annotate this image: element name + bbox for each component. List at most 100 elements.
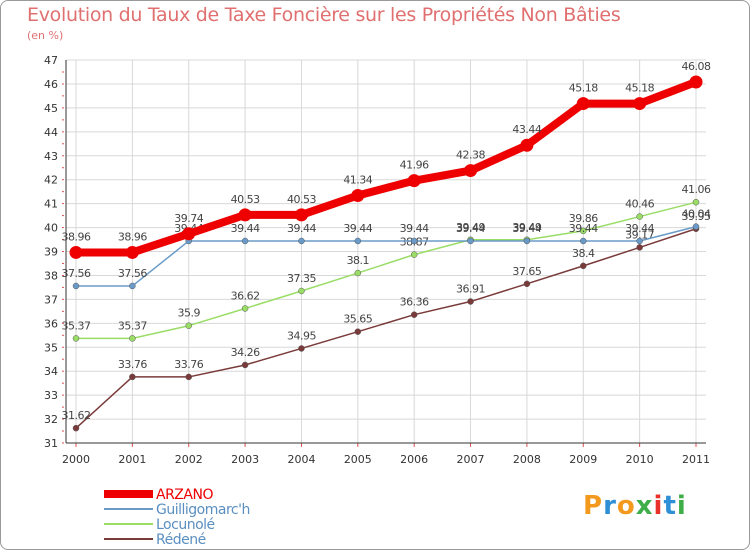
legend-label: Rédené — [156, 532, 206, 548]
data-point — [636, 213, 643, 220]
logo-letter: P — [583, 491, 604, 521]
data-point — [185, 322, 192, 329]
data-label: 39.44 — [456, 222, 485, 235]
data-label: 38.4 — [572, 247, 595, 260]
y-tick-label: 45 — [44, 102, 58, 115]
data-label: 34.26 — [231, 346, 260, 359]
data-point — [523, 280, 531, 288]
data-label: 36.91 — [456, 283, 485, 296]
x-tick-label: 2003 — [231, 453, 259, 466]
data-point — [125, 245, 139, 259]
data-label: 33.76 — [118, 358, 147, 371]
proxiti-logo: Proxiti — [583, 491, 687, 521]
data-point — [636, 237, 643, 245]
logo-letter: i — [676, 491, 687, 521]
data-label: 40.53 — [231, 193, 260, 206]
data-point — [354, 269, 362, 277]
data-point — [407, 174, 421, 188]
data-label: 41.06 — [682, 183, 711, 196]
data-label: 45.18 — [569, 82, 598, 95]
data-point — [636, 244, 643, 251]
y-tick-label: 32 — [44, 413, 58, 426]
x-tick-label: 2007 — [457, 453, 485, 466]
data-point — [580, 227, 587, 235]
data-point — [241, 237, 249, 245]
data-point — [410, 311, 418, 318]
y-tick-label: 40 — [44, 222, 58, 235]
data-point — [692, 198, 700, 206]
legend-label: Guilligomarc'h — [156, 502, 250, 518]
data-label: 36.62 — [231, 289, 260, 302]
data-label: 39.44 — [287, 222, 316, 235]
x-tick-label: 2005 — [344, 453, 372, 466]
data-label: 39.44 — [625, 222, 654, 235]
data-point — [520, 138, 534, 152]
x-tick-label: 2006 — [400, 453, 428, 466]
data-point — [129, 282, 136, 290]
data-point — [692, 223, 700, 230]
logo-letter: t — [663, 491, 677, 521]
data-label: 37.65 — [512, 265, 541, 278]
data-label: 46.08 — [682, 60, 711, 73]
data-point — [129, 335, 136, 342]
data-label: 39.44 — [512, 222, 541, 235]
x-tick-label: 2002 — [175, 453, 203, 466]
data-point — [410, 251, 418, 258]
x-tick-label: 2011 — [682, 453, 710, 466]
y-tick-label: 36 — [44, 317, 58, 330]
data-point — [129, 373, 136, 381]
data-label: 38.96 — [118, 230, 147, 243]
data-label: 36.36 — [400, 296, 429, 309]
logo-letter: r — [603, 491, 617, 521]
y-tick-label: 39 — [44, 246, 58, 259]
y-tick-label: 38 — [44, 269, 58, 282]
data-point — [294, 208, 308, 222]
data-label: 39.44 — [231, 222, 260, 235]
data-label: 35.65 — [343, 313, 372, 326]
series-line-locunol — [76, 201, 697, 340]
x-tick-label: 2004 — [287, 453, 315, 466]
y-tick-label: 43 — [44, 150, 58, 163]
data-label: 35.9 — [177, 307, 200, 320]
data-label: 45.18 — [625, 82, 654, 95]
data-point — [464, 164, 478, 178]
y-tick-label: 33 — [44, 389, 58, 402]
data-point — [298, 287, 305, 295]
y-tick-label: 41 — [44, 198, 58, 211]
data-point — [633, 97, 647, 111]
data-label: 38.1 — [347, 254, 370, 267]
data-point — [580, 262, 587, 270]
data-label: 43.44 — [512, 123, 541, 136]
y-tick-label: 46 — [44, 78, 58, 91]
data-point — [580, 237, 587, 245]
data-label: 35.37 — [118, 319, 147, 332]
data-label: 31.62 — [62, 409, 91, 422]
data-label: 40.53 — [287, 193, 316, 206]
y-tick-label: 35 — [44, 341, 58, 354]
data-point — [467, 237, 474, 245]
x-tick-label: 2008 — [513, 453, 541, 466]
data-label: 37.56 — [62, 267, 91, 280]
data-point — [241, 361, 249, 369]
data-point — [238, 208, 252, 222]
x-tick-label: 2001 — [118, 453, 146, 466]
data-point — [72, 335, 80, 342]
data-label: 39.44 — [569, 222, 598, 235]
data-point — [298, 237, 305, 245]
data-label: 39.44 — [343, 222, 372, 235]
data-label: 41.96 — [400, 159, 429, 172]
data-point — [354, 328, 362, 335]
data-point — [69, 245, 83, 259]
data-point — [185, 373, 192, 381]
data-label: 39.49 — [456, 221, 485, 234]
data-label: 41.34 — [343, 173, 372, 186]
y-tick-label: 37 — [44, 293, 58, 306]
data-label: 37.35 — [287, 272, 316, 285]
data-label: 39.74 — [174, 212, 203, 225]
x-tick-label: 2010 — [626, 453, 654, 466]
data-label: 40.04 — [682, 208, 711, 221]
chart-subtitle: (en %) — [27, 29, 64, 42]
data-label: 33.76 — [174, 358, 203, 371]
